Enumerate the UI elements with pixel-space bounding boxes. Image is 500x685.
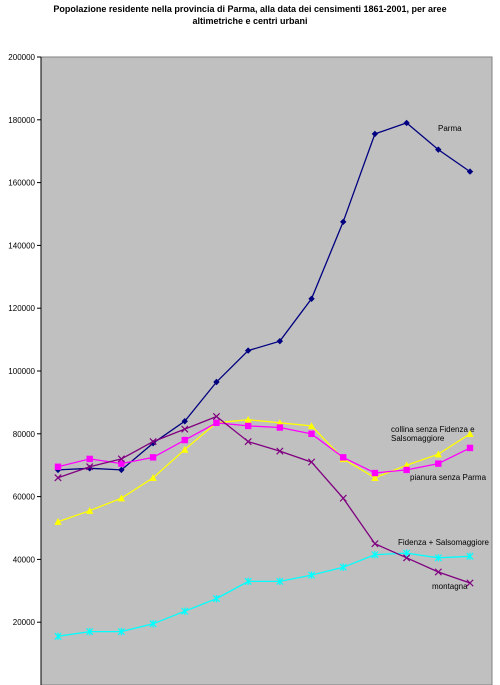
data-point — [181, 436, 188, 444]
data-point — [181, 418, 188, 425]
y-tick-label: 100000 — [8, 367, 35, 376]
y-tick-label: 120000 — [8, 304, 35, 313]
data-point — [435, 460, 442, 467]
data-point — [340, 454, 347, 461]
data-point — [340, 218, 347, 226]
data-point — [434, 450, 443, 458]
data-point — [371, 540, 379, 548]
data-point — [244, 347, 252, 354]
data-point — [213, 378, 220, 386]
data-point — [54, 632, 62, 641]
data-point — [117, 627, 126, 636]
data-point — [466, 552, 474, 560]
data-point — [276, 447, 284, 455]
data-point — [181, 425, 189, 433]
data-point — [403, 119, 410, 127]
data-point — [54, 518, 62, 525]
y-tick-label: 20000 — [13, 618, 36, 627]
data-point — [339, 563, 347, 571]
data-point — [149, 620, 157, 628]
data-point — [466, 430, 474, 437]
data-point — [244, 438, 252, 446]
y-tick-label: 160000 — [8, 179, 35, 188]
data-point — [86, 627, 94, 636]
data-point — [181, 607, 189, 615]
series-label: Fidenza + Salsomaggiore — [398, 538, 489, 547]
data-point — [212, 412, 221, 421]
data-point — [466, 579, 474, 587]
data-point — [308, 295, 315, 302]
data-point — [371, 130, 379, 138]
data-point — [212, 594, 221, 603]
data-point — [403, 466, 410, 474]
series-label: collina senza Fidenza e — [391, 425, 475, 434]
series-label: pianura senza Parma — [410, 473, 487, 482]
series-line — [57, 422, 471, 474]
data-point — [86, 455, 93, 463]
data-point — [466, 168, 474, 175]
chart-title: Popolazione residente nella provincia di… — [53, 4, 447, 26]
data-point — [402, 461, 411, 469]
data-point — [308, 430, 315, 437]
data-point — [276, 577, 284, 586]
series-label: Salsomaggiore — [391, 434, 445, 443]
data-point — [85, 507, 94, 514]
series-line — [57, 122, 471, 471]
data-point — [118, 460, 125, 467]
data-point — [307, 422, 316, 430]
data-point — [276, 337, 284, 345]
data-point — [149, 454, 157, 461]
data-point — [118, 466, 125, 474]
plot-area — [40, 56, 493, 685]
data-point — [86, 463, 94, 471]
data-point — [149, 474, 157, 481]
data-point — [244, 415, 252, 423]
data-point — [434, 568, 442, 576]
y-tick-label: 140000 — [8, 241, 35, 250]
y-tick-label: 60000 — [13, 493, 36, 502]
data-point — [371, 469, 379, 477]
data-point — [339, 494, 347, 502]
y-tick-label: 200000 — [8, 53, 35, 62]
data-point — [307, 571, 316, 579]
data-point — [466, 444, 474, 452]
y-tick-label: 40000 — [13, 555, 36, 564]
data-point — [371, 474, 379, 481]
series-label: Parma — [438, 124, 462, 133]
data-point — [371, 550, 379, 559]
data-point — [117, 455, 126, 463]
y-tick-label: 180000 — [8, 116, 35, 125]
data-point — [54, 463, 62, 470]
data-point — [434, 554, 442, 562]
series-label: montagna — [432, 582, 468, 591]
data-point — [276, 424, 284, 431]
data-point — [149, 438, 157, 446]
data-point — [276, 419, 284, 427]
y-tick-label: 80000 — [13, 430, 36, 439]
data-point — [54, 474, 62, 482]
series-line — [57, 415, 471, 584]
data-point — [244, 577, 252, 586]
series-line — [57, 552, 471, 637]
data-point — [402, 554, 411, 562]
data-point — [117, 494, 126, 502]
series-line — [57, 419, 471, 523]
data-point — [181, 445, 189, 453]
data-point — [435, 146, 442, 153]
data-point — [213, 419, 220, 427]
data-point — [307, 458, 316, 466]
data-point — [244, 422, 252, 430]
